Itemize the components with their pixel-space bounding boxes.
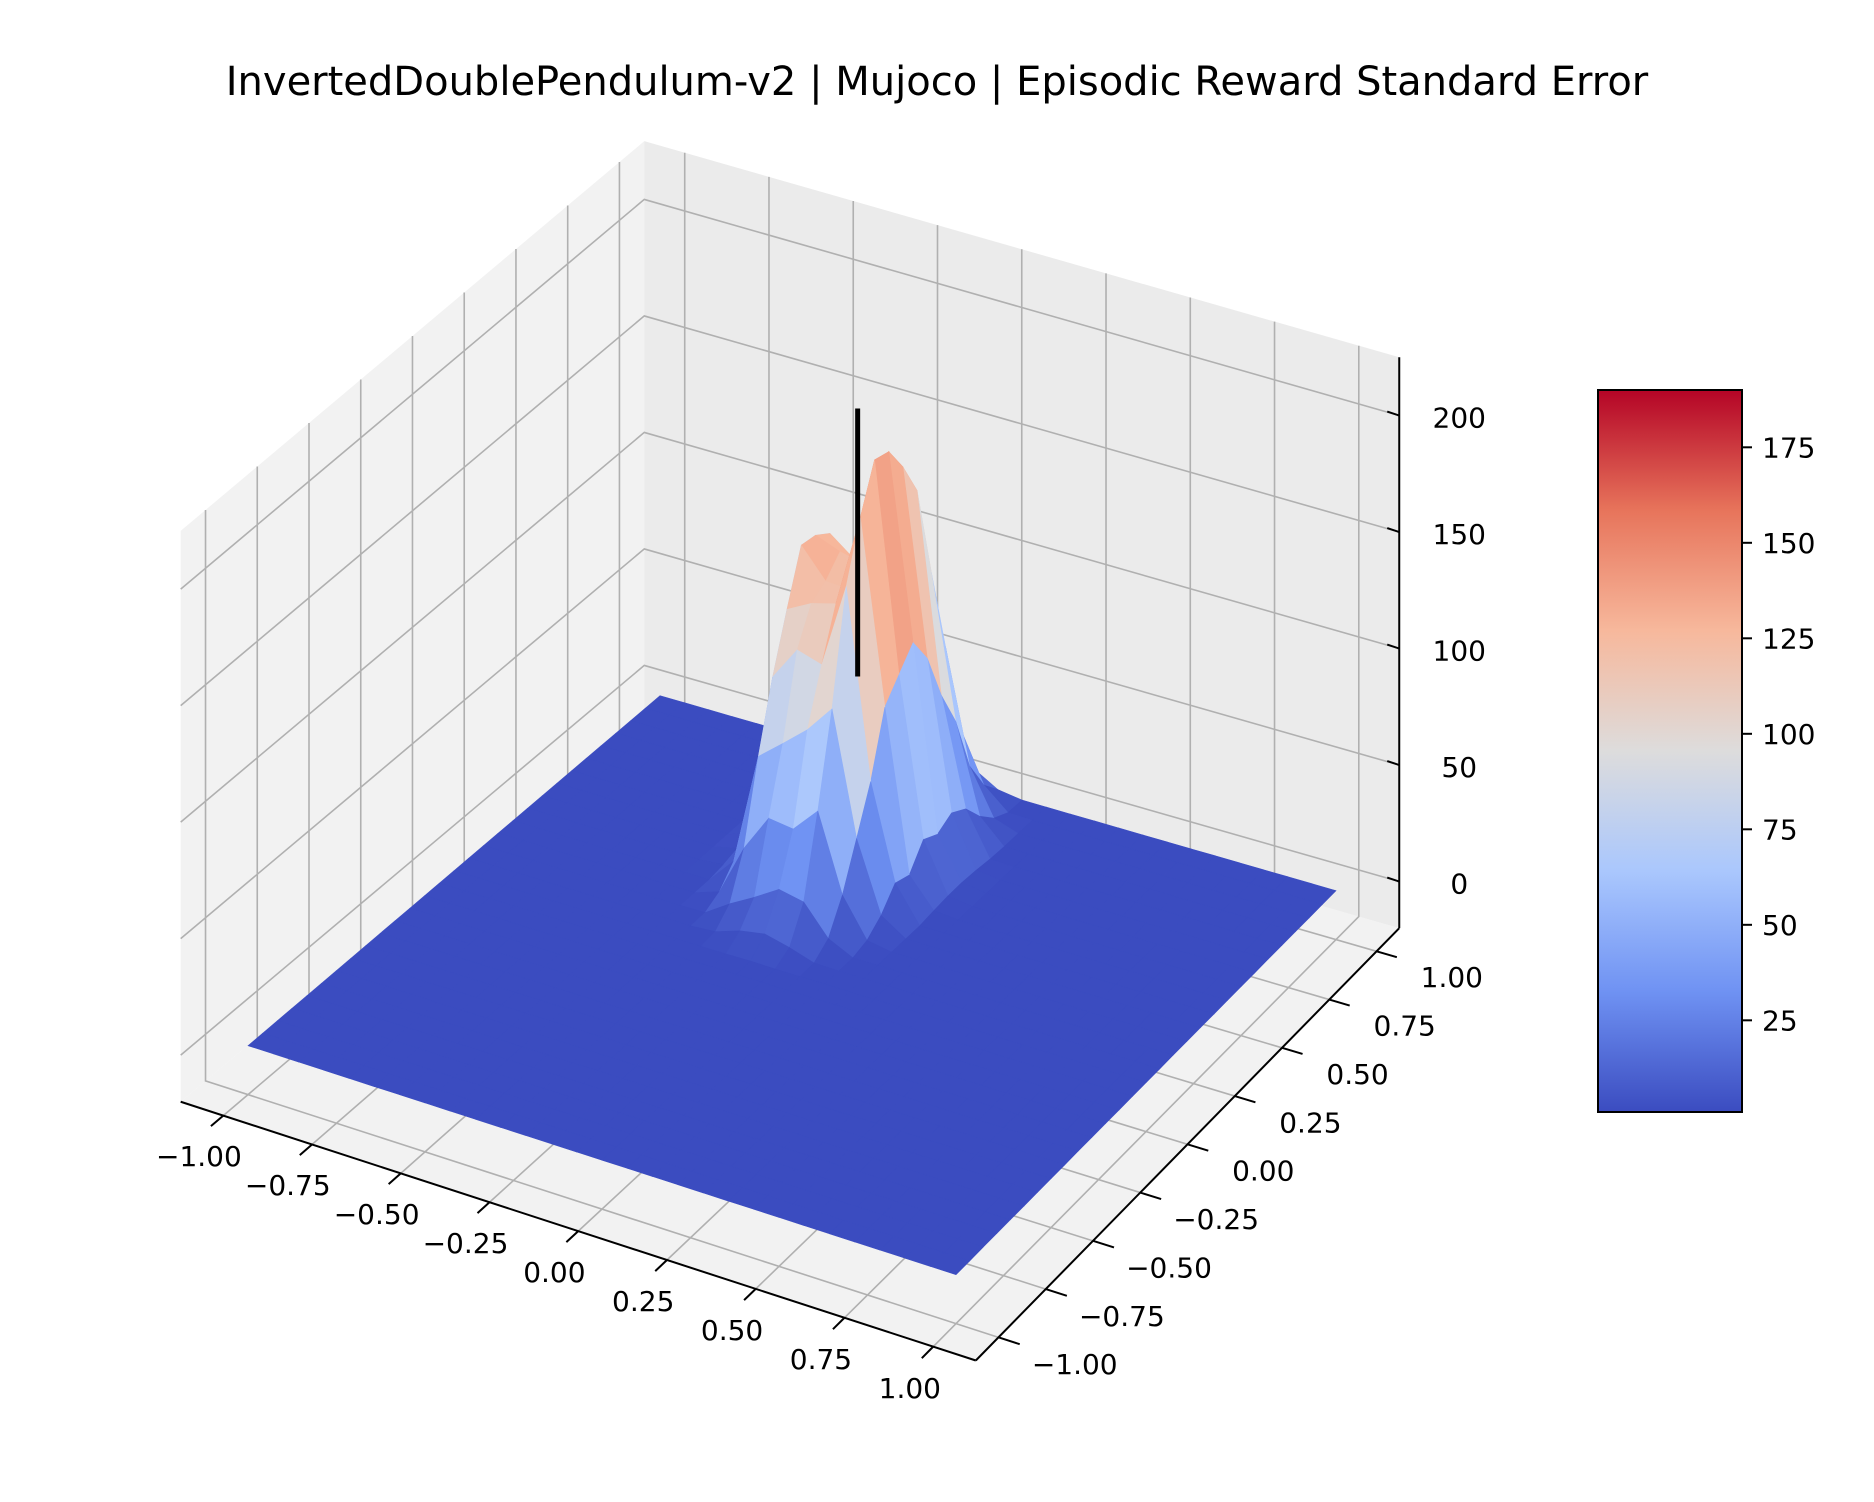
y-tick-mark <box>1234 1095 1256 1104</box>
colorbar-tick-label: 50 <box>1762 909 1798 942</box>
y-tick-label: −0.25 <box>1173 1203 1259 1236</box>
y-tick-label: −0.50 <box>1126 1251 1212 1284</box>
x-tick-mark <box>654 1259 668 1272</box>
y-tick-mark <box>1139 1191 1162 1201</box>
colorbar-tick-label: 100 <box>1762 718 1815 751</box>
y-tick-mark <box>1045 1288 1068 1297</box>
colorbar-tick-label: 25 <box>1762 1004 1798 1037</box>
z-tick-mark <box>1386 410 1400 417</box>
x-tick-mark <box>565 1230 579 1243</box>
x-tick-label: 0.25 <box>612 1285 674 1318</box>
z-tick-label: 150 <box>1433 518 1486 551</box>
y-tick-mark <box>1092 1239 1115 1249</box>
y-tick-label: 1.00 <box>1421 961 1483 994</box>
x-tick-label: −0.75 <box>245 1169 331 1202</box>
colorbar-tick-label: 75 <box>1762 813 1798 846</box>
colorbar-tick-label: 175 <box>1762 431 1815 464</box>
x-tick-label: 0.00 <box>523 1256 585 1289</box>
x-tick-label: −0.50 <box>334 1198 420 1231</box>
surface-plot <box>247 450 1337 1276</box>
z-tick-label: 100 <box>1433 635 1486 668</box>
y-tick-mark <box>998 1336 1021 1346</box>
colorbar: 25 50 75 100 125 150 175 <box>1597 389 1815 1113</box>
x-tick-label: −1.00 <box>156 1140 242 1173</box>
z-tick-label: 50 <box>1441 751 1477 784</box>
z-tick-label: 200 <box>1433 402 1486 435</box>
axis-ticks: −1.00−0.75−0.50−0.250.000.250.500.751.00… <box>156 402 1486 1406</box>
y-tick-mark <box>1281 1046 1303 1055</box>
x-tick-mark <box>387 1172 402 1185</box>
y-tick-label: 0.00 <box>1232 1155 1294 1188</box>
y-tick-label: −0.75 <box>1079 1300 1165 1333</box>
x-tick-mark <box>832 1317 846 1330</box>
colorbar-gradient <box>1597 389 1743 1113</box>
y-tick-label: 0.50 <box>1326 1058 1388 1091</box>
chart-title: InvertedDoublePendulum-v2 | Mujoco | Epi… <box>226 59 1649 105</box>
z-tick-label: 0 <box>1450 868 1468 901</box>
y-tick-mark <box>1376 950 1398 959</box>
x-tick-label: 1.00 <box>879 1372 941 1405</box>
surface-facet <box>930 1252 971 1276</box>
x-tick-mark <box>921 1345 934 1359</box>
x-tick-mark <box>210 1114 224 1127</box>
z-tick-mark <box>1386 760 1400 766</box>
z-tick-mark <box>1386 527 1400 533</box>
x-tick-mark <box>299 1143 313 1156</box>
z-tick-mark <box>1386 643 1400 650</box>
colorbar-tick-label: 150 <box>1762 527 1815 560</box>
x-tick-mark <box>476 1201 491 1214</box>
y-tick-mark <box>1329 998 1350 1007</box>
x-tick-label: 0.75 <box>790 1343 852 1376</box>
y-tick-mark <box>1187 1143 1209 1152</box>
x-tick-label: 0.50 <box>701 1314 763 1347</box>
x-tick-mark <box>743 1288 757 1301</box>
y-tick-label: −1.00 <box>1032 1348 1118 1381</box>
colorbar-tick-label: 125 <box>1762 622 1815 655</box>
y-tick-label: 0.25 <box>1279 1106 1341 1139</box>
x-tick-label: −0.25 <box>423 1227 509 1260</box>
y-tick-label: 0.75 <box>1374 1010 1436 1043</box>
z-tick-mark <box>1386 876 1400 883</box>
